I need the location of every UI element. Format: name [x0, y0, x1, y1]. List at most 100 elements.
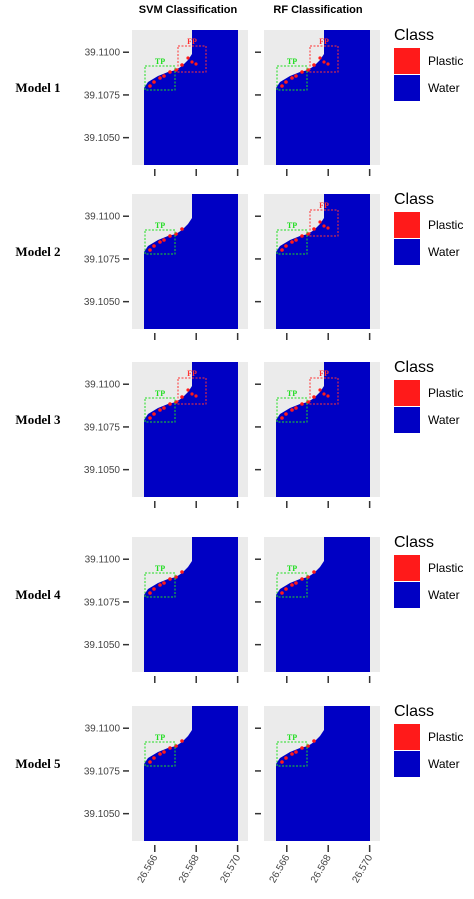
plastic-pixel: [190, 60, 194, 64]
plastic-pixel: [322, 60, 326, 64]
legend-label: Plastic: [428, 386, 463, 400]
plastic-pixel: [294, 74, 298, 78]
row-label: Model 3: [15, 412, 61, 427]
map-panel: TP FP: [132, 362, 248, 497]
detection-box: [144, 229, 176, 255]
legend-swatch: [394, 582, 420, 608]
detection-box: [276, 65, 308, 91]
plastic-pixel: [152, 412, 156, 416]
legend-title: Class: [394, 27, 434, 44]
plastic-pixel: [168, 70, 172, 74]
water-area: [276, 30, 370, 165]
legend-swatch: [394, 751, 420, 777]
legend-swatch: [394, 75, 420, 101]
y-tick-label: 39.1050: [84, 465, 121, 476]
plastic-pixel: [162, 750, 166, 754]
plastic-pixel: [168, 746, 172, 750]
water-area: [276, 706, 370, 841]
legend-label: Plastic: [428, 730, 463, 744]
plastic-pixel: [186, 388, 190, 392]
plastic-pixel: [148, 760, 152, 764]
legend-label: Water: [428, 588, 460, 602]
legend-label: Water: [428, 757, 460, 771]
plastic-pixel: [290, 583, 294, 587]
water-area: [144, 537, 238, 672]
box-label: TP: [287, 389, 297, 398]
plastic-pixel: [162, 406, 166, 410]
water-area: [276, 194, 370, 329]
y-tick-label: 39.1050: [84, 297, 121, 308]
plastic-pixel: [162, 238, 166, 242]
y-tick-label: 39.1050: [84, 809, 121, 820]
plastic-pixel: [322, 224, 326, 228]
y-tick-label: 39.1100: [85, 555, 121, 566]
plastic-pixel: [322, 392, 326, 396]
plastic-pixel: [148, 84, 152, 88]
plastic-pixel: [312, 395, 316, 399]
detection-box: [144, 397, 176, 423]
legend-title: Class: [394, 703, 434, 720]
water-area: [144, 194, 238, 329]
box-label: TP: [287, 221, 297, 230]
map-panel: TP: [132, 194, 248, 329]
detection-box: [276, 741, 308, 767]
map-panel: TP: [132, 537, 248, 672]
map-panel: TP: [264, 706, 380, 841]
plastic-pixel: [158, 752, 162, 756]
plastic-pixel: [284, 412, 288, 416]
detection-box: [177, 45, 207, 73]
plastic-pixel: [168, 234, 172, 238]
plastic-pixel: [294, 581, 298, 585]
plastic-pixel: [290, 240, 294, 244]
plastic-pixel: [300, 577, 304, 581]
plastic-pixel: [290, 408, 294, 412]
plastic-pixel: [180, 63, 184, 67]
plastic-pixel: [180, 395, 184, 399]
plastic-pixel: [180, 227, 184, 231]
box-label: TP: [155, 389, 165, 398]
plastic-pixel: [158, 408, 162, 412]
legend-title: Class: [394, 359, 434, 376]
box-label: TP: [155, 221, 165, 230]
plastic-pixel: [294, 406, 298, 410]
detection-box: [177, 377, 207, 405]
plastic-pixel: [152, 756, 156, 760]
legend-swatch: [394, 239, 420, 265]
plastic-pixel: [312, 570, 316, 574]
y-tick-label: 39.1100: [85, 48, 121, 59]
map-panel: TP: [132, 706, 248, 841]
plastic-pixel: [280, 760, 284, 764]
plastic-pixel: [280, 84, 284, 88]
plastic-pixel: [312, 63, 316, 67]
plastic-pixel: [318, 388, 322, 392]
row-label: Model 4: [15, 587, 61, 602]
row-label: Model 1: [15, 80, 60, 95]
plastic-pixel: [312, 227, 316, 231]
box-label: TP: [287, 564, 297, 573]
y-tick-label: 39.1100: [85, 212, 121, 223]
plastic-pixel: [312, 739, 316, 743]
legend-label: Plastic: [428, 54, 463, 68]
plastic-pixel: [290, 76, 294, 80]
plastic-pixel: [158, 583, 162, 587]
plastic-pixel: [284, 587, 288, 591]
plastic-pixel: [300, 234, 304, 238]
plastic-pixel: [284, 80, 288, 84]
detection-box: [144, 741, 176, 767]
y-tick-label: 39.1075: [84, 766, 121, 777]
water-area: [144, 30, 238, 165]
detection-box: [309, 377, 339, 405]
plastic-pixel: [168, 402, 172, 406]
legend-swatch: [394, 724, 420, 750]
map-panel: TP FP: [132, 30, 248, 165]
plastic-pixel: [158, 76, 162, 80]
plastic-pixel: [300, 746, 304, 750]
plastic-pixel: [300, 70, 304, 74]
column-title: SVM Classification: [139, 4, 238, 16]
legend-label: Water: [428, 413, 460, 427]
plastic-pixel: [284, 756, 288, 760]
legend-swatch: [394, 380, 420, 406]
plastic-pixel: [162, 74, 166, 78]
legend-label: Water: [428, 245, 460, 259]
row-label: Model 2: [15, 244, 60, 259]
